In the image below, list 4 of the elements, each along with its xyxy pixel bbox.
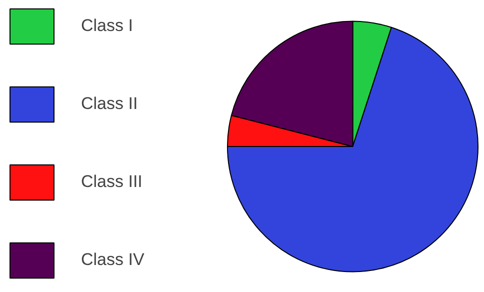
legend-label: Class II xyxy=(81,94,138,114)
legend-label: Class IV xyxy=(81,250,144,270)
legend-label: Class III xyxy=(81,172,142,192)
legend-label: Class I xyxy=(81,16,133,36)
